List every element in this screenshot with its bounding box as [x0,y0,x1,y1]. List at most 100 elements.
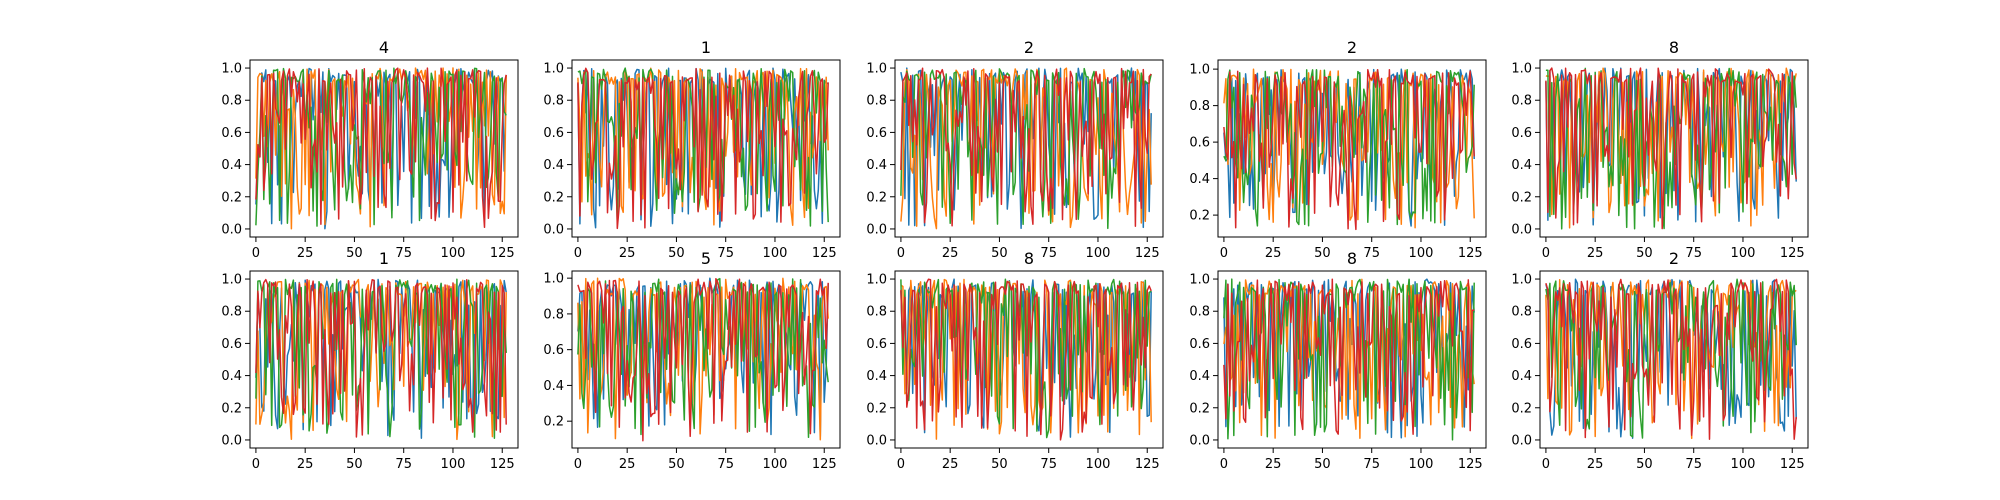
x-tick-label: 0 [1220,246,1228,261]
y-tick-label: 0.0 [1189,433,1210,448]
subplot-title: 1 [379,249,389,268]
axes-frame [894,270,1164,449]
series-group [900,278,1152,441]
x-tick-label: 125 [1135,457,1160,472]
subplot-9: 8 0 25 50 75 100 125 0.0 0.2 0.4 0.6 0.8 1.0 [1189,249,1487,472]
series-group [1545,278,1797,440]
x-tick-label: 0 [1542,246,1550,261]
axes-frame [1539,59,1809,238]
subplot-4: 2 0 25 50 75 100 125 0.2 0.4 0.6 0.8 1.0 [1189,38,1487,261]
y-tick-label: 0.4 [866,158,887,173]
x-tick-label: 0 [252,457,260,472]
axes-frame [1217,59,1487,238]
series-group [900,67,1152,230]
x-tick-label: 75 [1363,457,1380,472]
y-tick-label: 1.0 [866,62,887,77]
y-tick-label: 0.6 [1511,337,1532,352]
x-tick-label: 25 [619,457,636,472]
y-tick-label: 0.6 [221,126,242,141]
y-tick-label: 0.2 [1511,190,1532,205]
y-tick-label: 0.0 [543,222,564,237]
y-tick-label: 0.8 [1189,305,1210,320]
subplot-6: 1 0 25 50 75 100 125 0.0 0.2 0.4 0.6 0.8 1.0 [221,249,519,472]
series-line-3 [1545,278,1797,439]
y-tick-label: 0.6 [543,343,564,358]
subplot-title: 2 [1669,249,1679,268]
y-tick-label: 1.0 [543,62,564,77]
y-tick-label: 0.8 [866,94,887,109]
y-tick-label: 0.6 [543,126,564,141]
series-line-4 [255,278,507,438]
y-tick-label: 0.4 [1189,172,1210,187]
series-line-4 [1223,68,1475,231]
axes-frame [571,59,841,238]
y-tick-label: 0.8 [543,94,564,109]
x-tick-label: 25 [1587,246,1604,261]
series-group [1223,68,1475,231]
x-tick-label: 100 [1409,457,1434,472]
x-tick-label: 0 [897,246,905,261]
x-tick-label: 125 [1458,457,1483,472]
subplot-3: 2 0 25 50 75 100 125 0.0 0.2 0.4 0.6 0.8 1.0 [866,38,1164,261]
x-tick-label: 75 [1685,246,1702,261]
series-group [255,67,507,230]
x-tick-label: 125 [1458,246,1483,261]
series-group [1223,278,1475,441]
axes-frame [1217,270,1487,449]
x-tick-label: 50 [346,246,363,261]
x-tick-label: 25 [619,246,636,261]
axes-frame [249,59,519,238]
y-tick-label: 0.0 [866,433,887,448]
x-tick-label: 0 [1220,457,1228,472]
y-tick-label: 0.6 [1511,126,1532,141]
series-line-3 [1545,67,1797,230]
y-tick-label: 0.2 [1189,401,1210,416]
series-group [577,277,829,442]
x-tick-label: 50 [668,246,685,261]
y-tick-label: 0.6 [866,337,887,352]
x-tick-label: 0 [252,246,260,261]
y-tick-label: 1.0 [221,62,242,77]
subplot-8: 8 0 25 50 75 100 125 0.0 0.2 0.4 0.6 0.8 1.0 [866,249,1164,472]
axes-frame [249,270,519,449]
y-tick-label: 0.4 [1511,158,1532,173]
x-tick-label: 50 [1636,457,1653,472]
subplot-5: 8 0 25 50 75 100 125 0.0 0.2 0.4 0.6 0.8 1.0 [1511,38,1809,261]
axes-frame [571,270,841,449]
y-tick-label: 0.8 [1511,94,1532,109]
x-tick-label: 100 [1086,246,1111,261]
y-tick-label: 1.0 [1511,62,1532,77]
x-tick-label: 0 [897,457,905,472]
x-tick-label: 25 [297,457,314,472]
series-line-4 [1545,278,1797,440]
subplot-title: 1 [701,38,711,57]
x-tick-label: 75 [395,246,412,261]
subplot-title: 4 [379,38,389,57]
y-tick-label: 1.0 [543,272,564,287]
x-tick-label: 50 [991,246,1008,261]
x-tick-label: 50 [991,457,1008,472]
x-tick-label: 125 [1780,457,1805,472]
series-line-3 [900,67,1152,230]
x-tick-label: 25 [1265,457,1282,472]
x-tick-label: 75 [1040,457,1057,472]
y-tick-label: 1.0 [1189,63,1210,78]
x-tick-label: 100 [441,246,466,261]
series-line-3 [577,277,829,439]
y-tick-label: 0.6 [1189,136,1210,151]
subplot-10: 2 0 25 50 75 100 125 0.0 0.2 0.4 0.6 0.8 1.0 [1511,249,1809,472]
series-line-2 [1545,67,1797,229]
x-tick-label: 50 [346,457,363,472]
axes-frame [894,59,1164,238]
x-tick-label: 125 [812,246,837,261]
subplot-1: 4 0 25 50 75 100 125 0.0 0.2 0.4 0.6 0.8 1.0 [221,38,519,261]
x-tick-label: 25 [942,457,959,472]
x-tick-label: 75 [717,457,734,472]
x-tick-label: 0 [574,457,582,472]
subplot-title: 8 [1347,249,1357,268]
x-tick-label: 50 [668,457,685,472]
y-tick-label: 0.6 [221,337,242,352]
series-group [255,278,507,441]
